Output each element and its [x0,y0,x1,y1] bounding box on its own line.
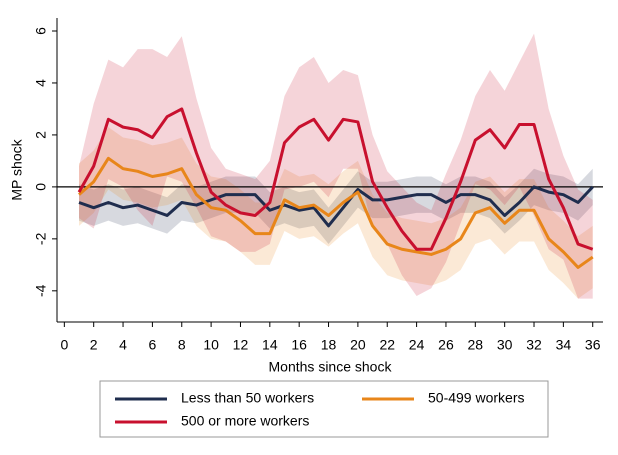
y-tick-label: 2 [33,131,49,139]
y-tick-label: -4 [33,284,49,297]
confidence-band [79,127,593,299]
legend-label: 50-499 workers [428,390,525,406]
x-tick-label: 10 [203,337,219,353]
x-tick-label: 16 [291,337,307,353]
x-tick-label: 20 [350,337,366,353]
x-axis-title: Months since shock [269,359,393,375]
x-tick-label: 8 [178,337,186,353]
x-tick-label: 6 [149,337,157,353]
x-tick-label: 22 [379,337,395,353]
series-line [78,185,594,228]
x-tick-label: 32 [526,337,542,353]
x-tick-label: 34 [556,337,572,353]
confidence-band [79,33,593,299]
x-tick-label: 4 [119,337,127,353]
y-tick-label: 4 [33,79,49,87]
y-tick-label: 6 [33,27,49,35]
legend-box [99,380,549,438]
confidence-band [79,168,593,245]
series-line [78,156,594,269]
x-tick-label: 26 [438,337,454,353]
x-tick-label: 24 [409,337,425,353]
x-tick-label: 12 [233,337,249,353]
y-axis-title: MP shock [9,138,25,200]
y-tick-label: -2 [33,232,49,245]
x-tick-label: 36 [585,337,601,353]
series-line [77,107,594,251]
legend-label: Less than 50 workers [181,390,314,406]
x-tick-label: 0 [60,337,68,353]
x-tick-label: 30 [497,337,513,353]
x-tick-label: 14 [262,337,278,353]
legend-label: 500 or more workers [181,413,309,429]
x-tick-label: 28 [468,337,484,353]
x-tick-label: 2 [90,337,98,353]
y-tick-label: 0 [33,183,49,191]
x-tick-label: 18 [321,337,337,353]
